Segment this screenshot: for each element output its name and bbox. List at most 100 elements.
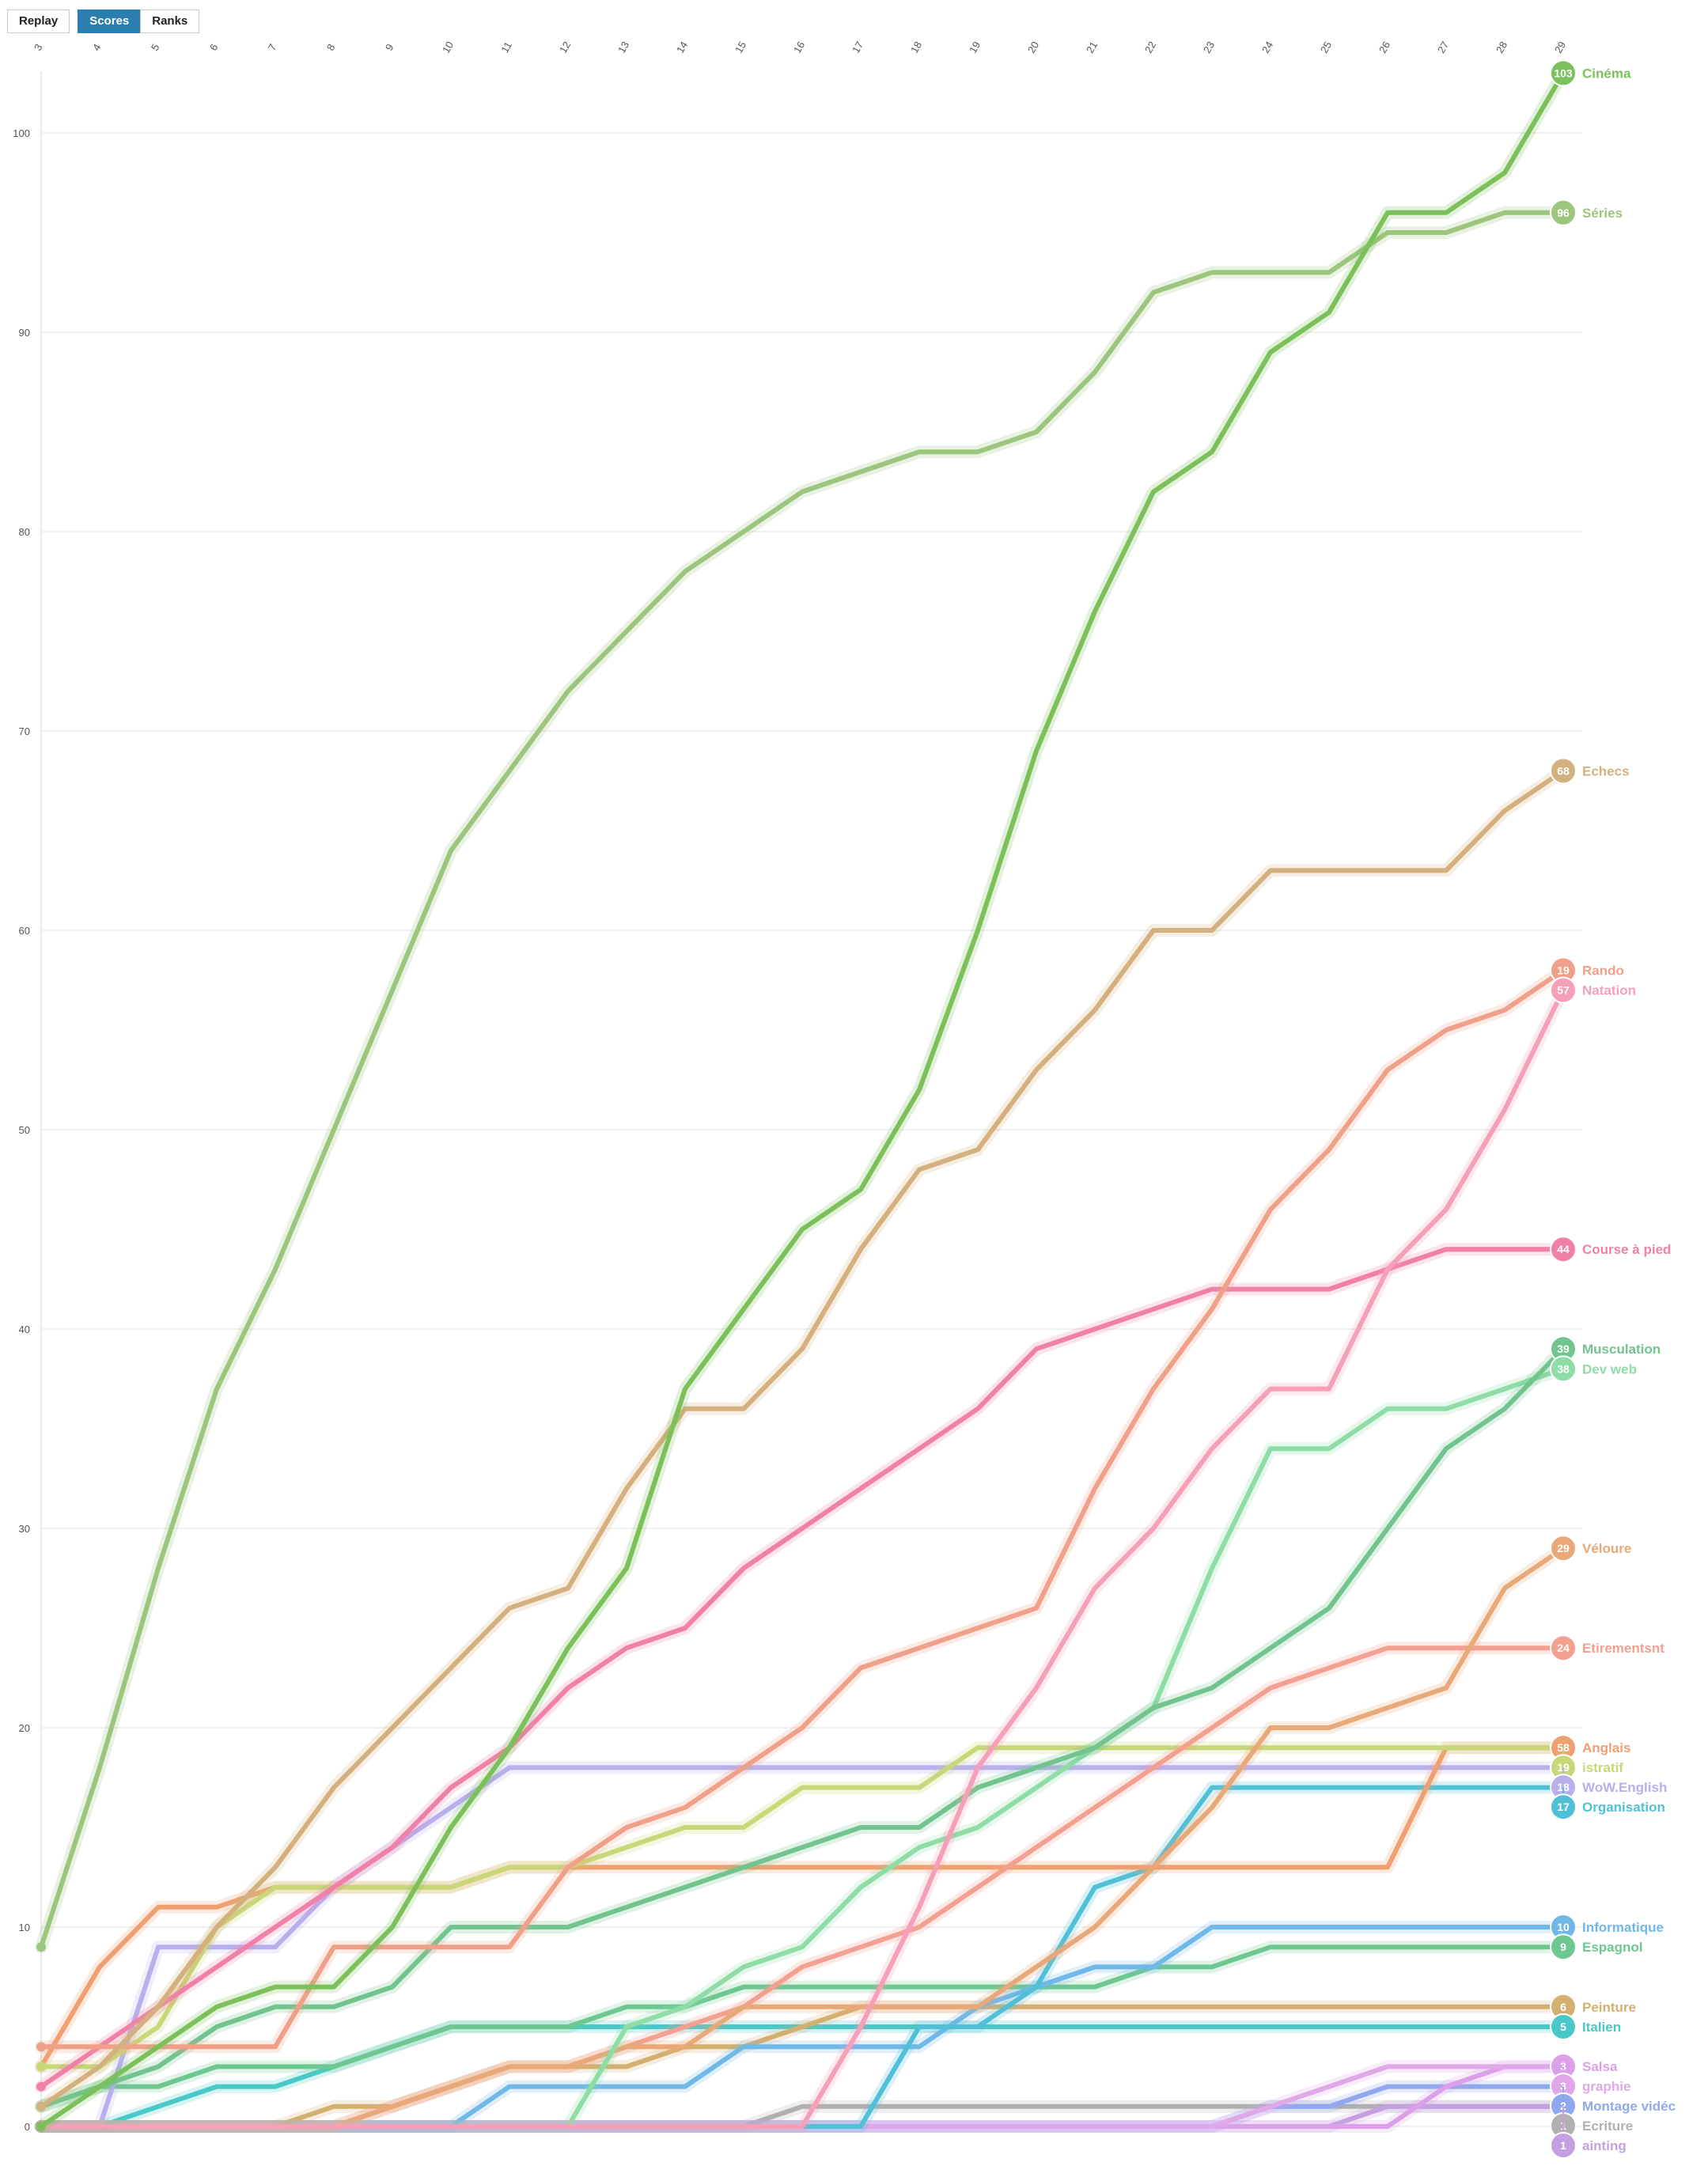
x-tick-label: 26 [1377,40,1392,55]
score-badge-value: 18 [1557,1781,1570,1793]
score-badge-value: 19 [1557,1761,1570,1774]
series-line[interactable] [39,987,1566,2129]
y-tick-label: 20 [19,1722,30,1734]
score-badge-value: 29 [1557,1542,1570,1554]
series-name-label: Véloure [1582,1541,1631,1556]
series-line[interactable] [39,768,1566,2109]
x-tick-label: 28 [1494,40,1509,55]
series-istratif[interactable] [35,1741,1570,2073]
x-tick-label: 18 [908,40,924,55]
end-label[interactable]: 19 Rando [1550,956,1624,984]
series-natation[interactable] [35,983,1570,2133]
series-name-label: Cinéma [1582,66,1631,81]
series-line[interactable] [39,1944,1566,2109]
y-tick-label: 80 [19,526,30,538]
series-name-label: Peinture [1582,2000,1636,2015]
series-line[interactable] [39,2004,1566,2129]
score-badge-value: 6 [1560,2001,1566,2013]
score-badge [1550,1535,1577,1562]
end-label[interactable]: 17 Organisation [1550,1787,1665,1821]
series-echecs[interactable] [35,764,1570,2113]
scores-tab[interactable]: Scores [78,9,142,33]
end-label[interactable]: 5 Italien [1550,2013,1621,2040]
series-name-label: Echecs [1582,763,1630,778]
series-cin-ma[interactable] [35,66,1570,2133]
series-start-dot [36,2122,46,2131]
series-line[interactable] [39,1785,1566,2129]
end-label[interactable]: 96 Séries [1550,199,1623,226]
x-tick-label: 17 [850,40,865,55]
series-line[interactable] [39,70,1566,2129]
x-tick-label: 27 [1435,40,1451,55]
series-name-label: WoW.English [1582,1780,1667,1795]
x-tick-label: 24 [1259,40,1275,55]
score-badge-value: 10 [1557,1921,1570,1933]
score-badge-value: 5 [1560,2020,1566,2033]
series-name-label: Dev web [1582,1361,1637,1376]
series-name-label: Italien [1582,2020,1621,2035]
x-tick-label: 5 [149,42,162,53]
score-badge-value: 96 [1557,206,1570,219]
end-label[interactable]: 19 istratif [1550,1748,1623,1782]
score-badge [1550,1933,1577,1961]
x-tick-label: 16 [791,40,807,55]
series-rando[interactable] [35,964,1570,2054]
series-line[interactable] [39,1745,1566,2069]
end-label[interactable]: 68 Echecs [1550,757,1630,785]
score-badge-value: 103 [1554,66,1573,79]
score-badge [1550,1793,1577,1821]
series-start-dot [36,2101,46,2111]
series-halo [35,66,1570,2133]
x-tick-label: 19 [967,40,983,55]
end-label[interactable]: 29 Véloure [1550,1535,1631,1562]
y-tick-label: 100 [13,127,30,139]
y-tick-labels: 0 10 20 30 40 50 60 70 80 90 100 [13,127,30,2133]
score-badge-value: 9 [1560,1941,1566,1953]
series-line[interactable] [39,968,1566,2050]
series-line[interactable] [39,1346,1566,2109]
end-label[interactable]: 3 graphie [1550,2066,1630,2100]
ranks-tab[interactable]: Ranks [140,9,200,33]
series-course-pied[interactable] [35,1243,1570,2093]
x-tick-label: 7 [266,42,279,53]
y-tick-label: 30 [19,1523,30,1535]
series-start-dot [36,1942,46,1952]
score-badge [1550,2013,1577,2040]
series-name-label: Course à pied [1582,1242,1671,1257]
series-line[interactable] [39,1745,1566,2069]
x-tick-label: 15 [733,40,748,55]
x-tick-label: 11 [498,40,514,55]
y-tick-label: 50 [19,1124,30,1136]
x-tick-label: 29 [1552,40,1568,55]
series-line[interactable] [39,210,1566,1950]
series-name-label: istratif [1582,1760,1623,1775]
end-label[interactable]: 10 Informatique [1550,1914,1664,1941]
end-label[interactable]: 103 Cinéma [1550,59,1631,87]
y-tick-label: 10 [19,1922,30,1933]
series-name-label: Salsa [1582,2059,1618,2074]
series-name-label: Séries [1582,206,1623,221]
series-name-label: Ecriture [1582,2119,1633,2134]
score-badge [1550,199,1577,226]
series-line[interactable] [39,1546,1566,2129]
replay-button[interactable]: Replay [7,9,70,33]
series-line[interactable] [39,1765,1566,2129]
end-label[interactable]: 9 Espagnol [1550,1933,1643,1961]
end-label[interactable]: 18 WoW.English [1550,1767,1667,1801]
series-halo [35,206,1570,1954]
series-s-ries[interactable] [35,206,1570,1954]
end-label[interactable]: 24 Etirementsnt [1550,1634,1664,1662]
end-label[interactable]: 38 Dev web [1550,1355,1637,1383]
end-label[interactable]: 57 Natation [1550,976,1636,1004]
series-line[interactable] [39,1247,1566,2089]
y-tick-label: 0 [25,2121,30,2133]
score-badge-value: 17 [1557,1801,1570,1813]
end-label[interactable]: 44 Course à pied [1550,1236,1671,1263]
end-label[interactable]: 1 ainting [1550,2106,1627,2159]
x-tick-label: 20 [1025,40,1041,55]
view-toolbar: Replay Scores Ranks [7,9,200,33]
x-tick-label: 9 [383,42,396,53]
score-badge [1550,2132,1577,2159]
x-tick-label: 14 [674,40,690,55]
